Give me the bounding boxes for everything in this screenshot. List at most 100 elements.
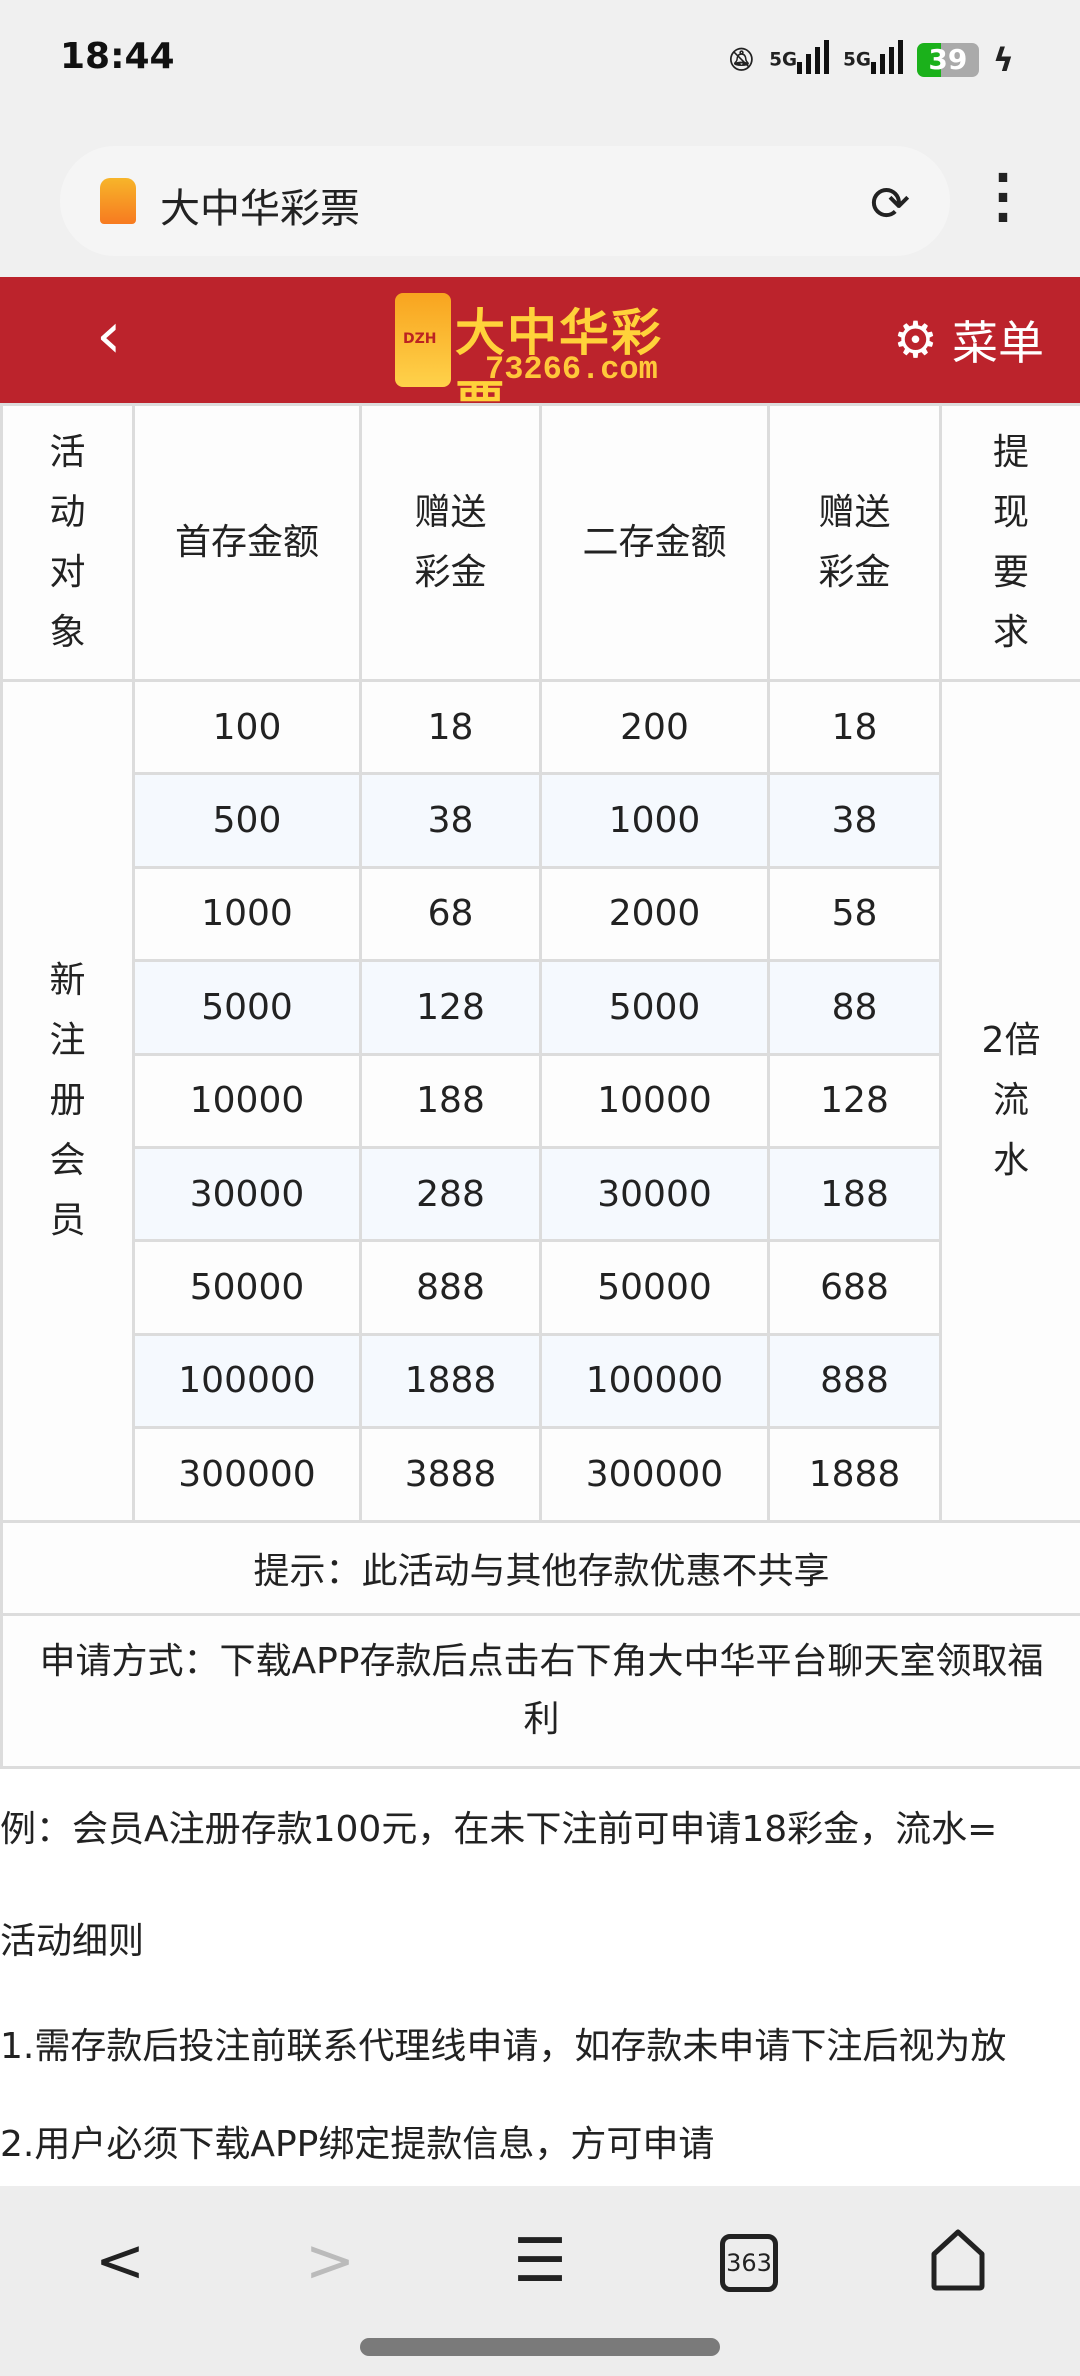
header-text: 赠送彩金 <box>818 491 891 593</box>
table-row: 1000 68 2000 58 <box>2 865 1080 963</box>
table-cell: 688 <box>767 1239 942 1336</box>
table-cell: 68 <box>359 865 542 963</box>
table-cell: 300000 <box>132 1426 362 1523</box>
menu-button[interactable]: ⚙ 菜单 <box>893 307 1044 373</box>
signal-icon-1: 5G <box>769 40 830 80</box>
table-cell: 888 <box>767 1332 942 1430</box>
site-header: ‹ DZH 大中华彩票 73266.com ⚙ 菜单 <box>0 277 1080 434</box>
browser-toolbar: 大中华彩票 ⟳ · · · <box>0 140 1080 277</box>
table-row: 500 38 1000 38 <box>2 772 1080 869</box>
logo-mark-icon: DZH <box>395 293 451 387</box>
logo-domain: 73266.com <box>485 351 658 388</box>
table-cell: 300000 <box>539 1426 770 1523</box>
tip-row: 提示：此活动与其他存款优惠不共享 <box>0 1519 1080 1616</box>
table-cell: 128 <box>767 1052 942 1149</box>
clock: 18:44 <box>60 36 175 77</box>
table-cell: 200 <box>539 678 770 776</box>
table-cell: 50000 <box>132 1239 362 1336</box>
logo-mark-text: DZH <box>403 331 437 347</box>
table-cell: 1000 <box>132 865 362 963</box>
browser-bottom-nav: < > ☰ 363 <box>0 2186 1080 2376</box>
table-cell: 1888 <box>359 1332 542 1430</box>
kebab-icon[interactable]: · · · <box>993 150 1013 246</box>
page-title: 大中华彩票 <box>160 186 360 232</box>
table-header-row: 活动对象 首存金额 赠送彩金 二存金额 赠送彩金 提现要求 <box>0 403 1080 682</box>
table-cell: 188 <box>359 1052 542 1149</box>
back-icon[interactable]: < <box>94 2226 146 2296</box>
header-bonus-2: 赠送彩金 <box>767 403 942 682</box>
table-cell: 1888 <box>767 1426 942 1523</box>
home-icon[interactable] <box>928 2228 988 2292</box>
logo[interactable]: DZH 大中华彩票 73266.com <box>395 293 685 434</box>
table-cell: 288 <box>359 1145 542 1243</box>
table-cell: 888 <box>359 1239 542 1336</box>
table-cell: 100000 <box>132 1332 362 1430</box>
table-cell: 38 <box>359 772 542 869</box>
table-row: 50000 888 50000 688 <box>2 1239 1080 1336</box>
requirement-cell: 2倍流水 <box>939 679 1080 1523</box>
example-text: 例：会员A注册存款100元，在未下注前可申请18彩金，流水= <box>0 1809 998 1850</box>
status-bar: 18:44 🔕︎ 5G 5G 39 ϟ <box>0 0 1080 140</box>
header-bonus-1: 赠送彩金 <box>359 403 542 682</box>
table-cell: 3888 <box>359 1426 542 1523</box>
gear-icon: ⚙ <box>893 311 938 369</box>
table-cell: 58 <box>767 865 942 963</box>
table-cell: 100 <box>132 678 362 776</box>
table-cell: 5000 <box>539 959 770 1056</box>
header-first-deposit: 首存金额 <box>132 403 362 682</box>
tabs-button[interactable]: 363 <box>720 2234 778 2292</box>
promo-table: 活动对象 首存金额 赠送彩金 二存金额 赠送彩金 提现要求 新注册会员 100 18… <box>0 403 1080 1769</box>
table-cell: 38 <box>767 772 942 869</box>
header-text: 提现要求 <box>992 431 1029 653</box>
battery-icon: 39 <box>916 43 979 77</box>
header-text: 赠送彩金 <box>414 491 487 593</box>
apply-text: 申请方式：下载APP存款后点击右下角大中华平台聊天室领取福利 <box>0 1612 1080 1769</box>
forward-icon[interactable]: > <box>304 2226 356 2296</box>
reload-icon[interactable]: ⟳ <box>870 176 911 232</box>
table-cell: 10000 <box>132 1052 362 1149</box>
table-cell: 10000 <box>539 1052 770 1149</box>
rule-2: 2.用户必须下载APP绑定提款信息，方可申请 <box>0 2124 715 2165</box>
header-second-deposit: 二存金额 <box>539 403 770 682</box>
table-row: 30000 288 30000 188 <box>2 1145 1080 1243</box>
menu-label: 菜单 <box>952 316 1044 370</box>
table-row: 新注册会员 100 18 200 18 2倍流水 <box>0 678 1080 1523</box>
table-row: 5000 128 5000 88 <box>2 959 1080 1056</box>
table-cell: 1000 <box>539 772 770 869</box>
header-text: 活动对象 <box>49 431 86 653</box>
table-cell: 30000 <box>132 1145 362 1243</box>
table-cell: 88 <box>767 959 942 1056</box>
table-cell: 18 <box>359 678 542 776</box>
header-requirement: 提现要求 <box>939 403 1080 682</box>
table-cell: 18 <box>767 678 942 776</box>
network-type: 5G <box>769 49 798 71</box>
requirement-text: 2倍流水 <box>981 1019 1041 1181</box>
header-target: 活动对象 <box>0 403 135 682</box>
table-row: 100000 1888 100000 888 <box>2 1332 1080 1430</box>
table-cell: 50000 <box>539 1239 770 1336</box>
table-cell: 30000 <box>539 1145 770 1243</box>
table-cell: 128 <box>359 959 542 1056</box>
rules-title: 活动细则 <box>0 1921 145 1962</box>
table-cell: 100000 <box>539 1332 770 1430</box>
apply-row: 申请方式：下载APP存款后点击右下角大中华平台聊天室领取福利 <box>0 1612 1080 1769</box>
menu-icon[interactable]: ☰ <box>513 2226 567 2296</box>
home-indicator[interactable] <box>360 2338 720 2356</box>
charging-icon: ϟ <box>992 41 1014 79</box>
table-cell: 2000 <box>539 865 770 963</box>
favicon-icon <box>100 178 136 224</box>
tip-text: 提示：此活动与其他存款优惠不共享 <box>0 1519 1080 1616</box>
back-icon[interactable]: ‹ <box>96 299 122 373</box>
target-text: 新注册会员 <box>49 959 86 1241</box>
address-bar[interactable]: 大中华彩票 ⟳ <box>60 146 950 256</box>
table-cell: 5000 <box>132 959 362 1056</box>
network-type: 5G <box>843 49 871 71</box>
table-row: 10000 188 10000 128 <box>2 1052 1080 1149</box>
table-cell: 188 <box>767 1145 942 1243</box>
signal-icon-2: 5G <box>843 40 903 80</box>
table-cell: 500 <box>132 772 362 869</box>
bell-muted-icon: 🔕︎ <box>727 47 756 73</box>
target-cell: 新注册会员 <box>0 679 135 1523</box>
table-row: 300000 3888 300000 1888 <box>2 1426 1080 1523</box>
rule-1: 1.需存款后投注前联系代理线申请，如存款未申请下注后视为放 <box>0 2026 1007 2067</box>
